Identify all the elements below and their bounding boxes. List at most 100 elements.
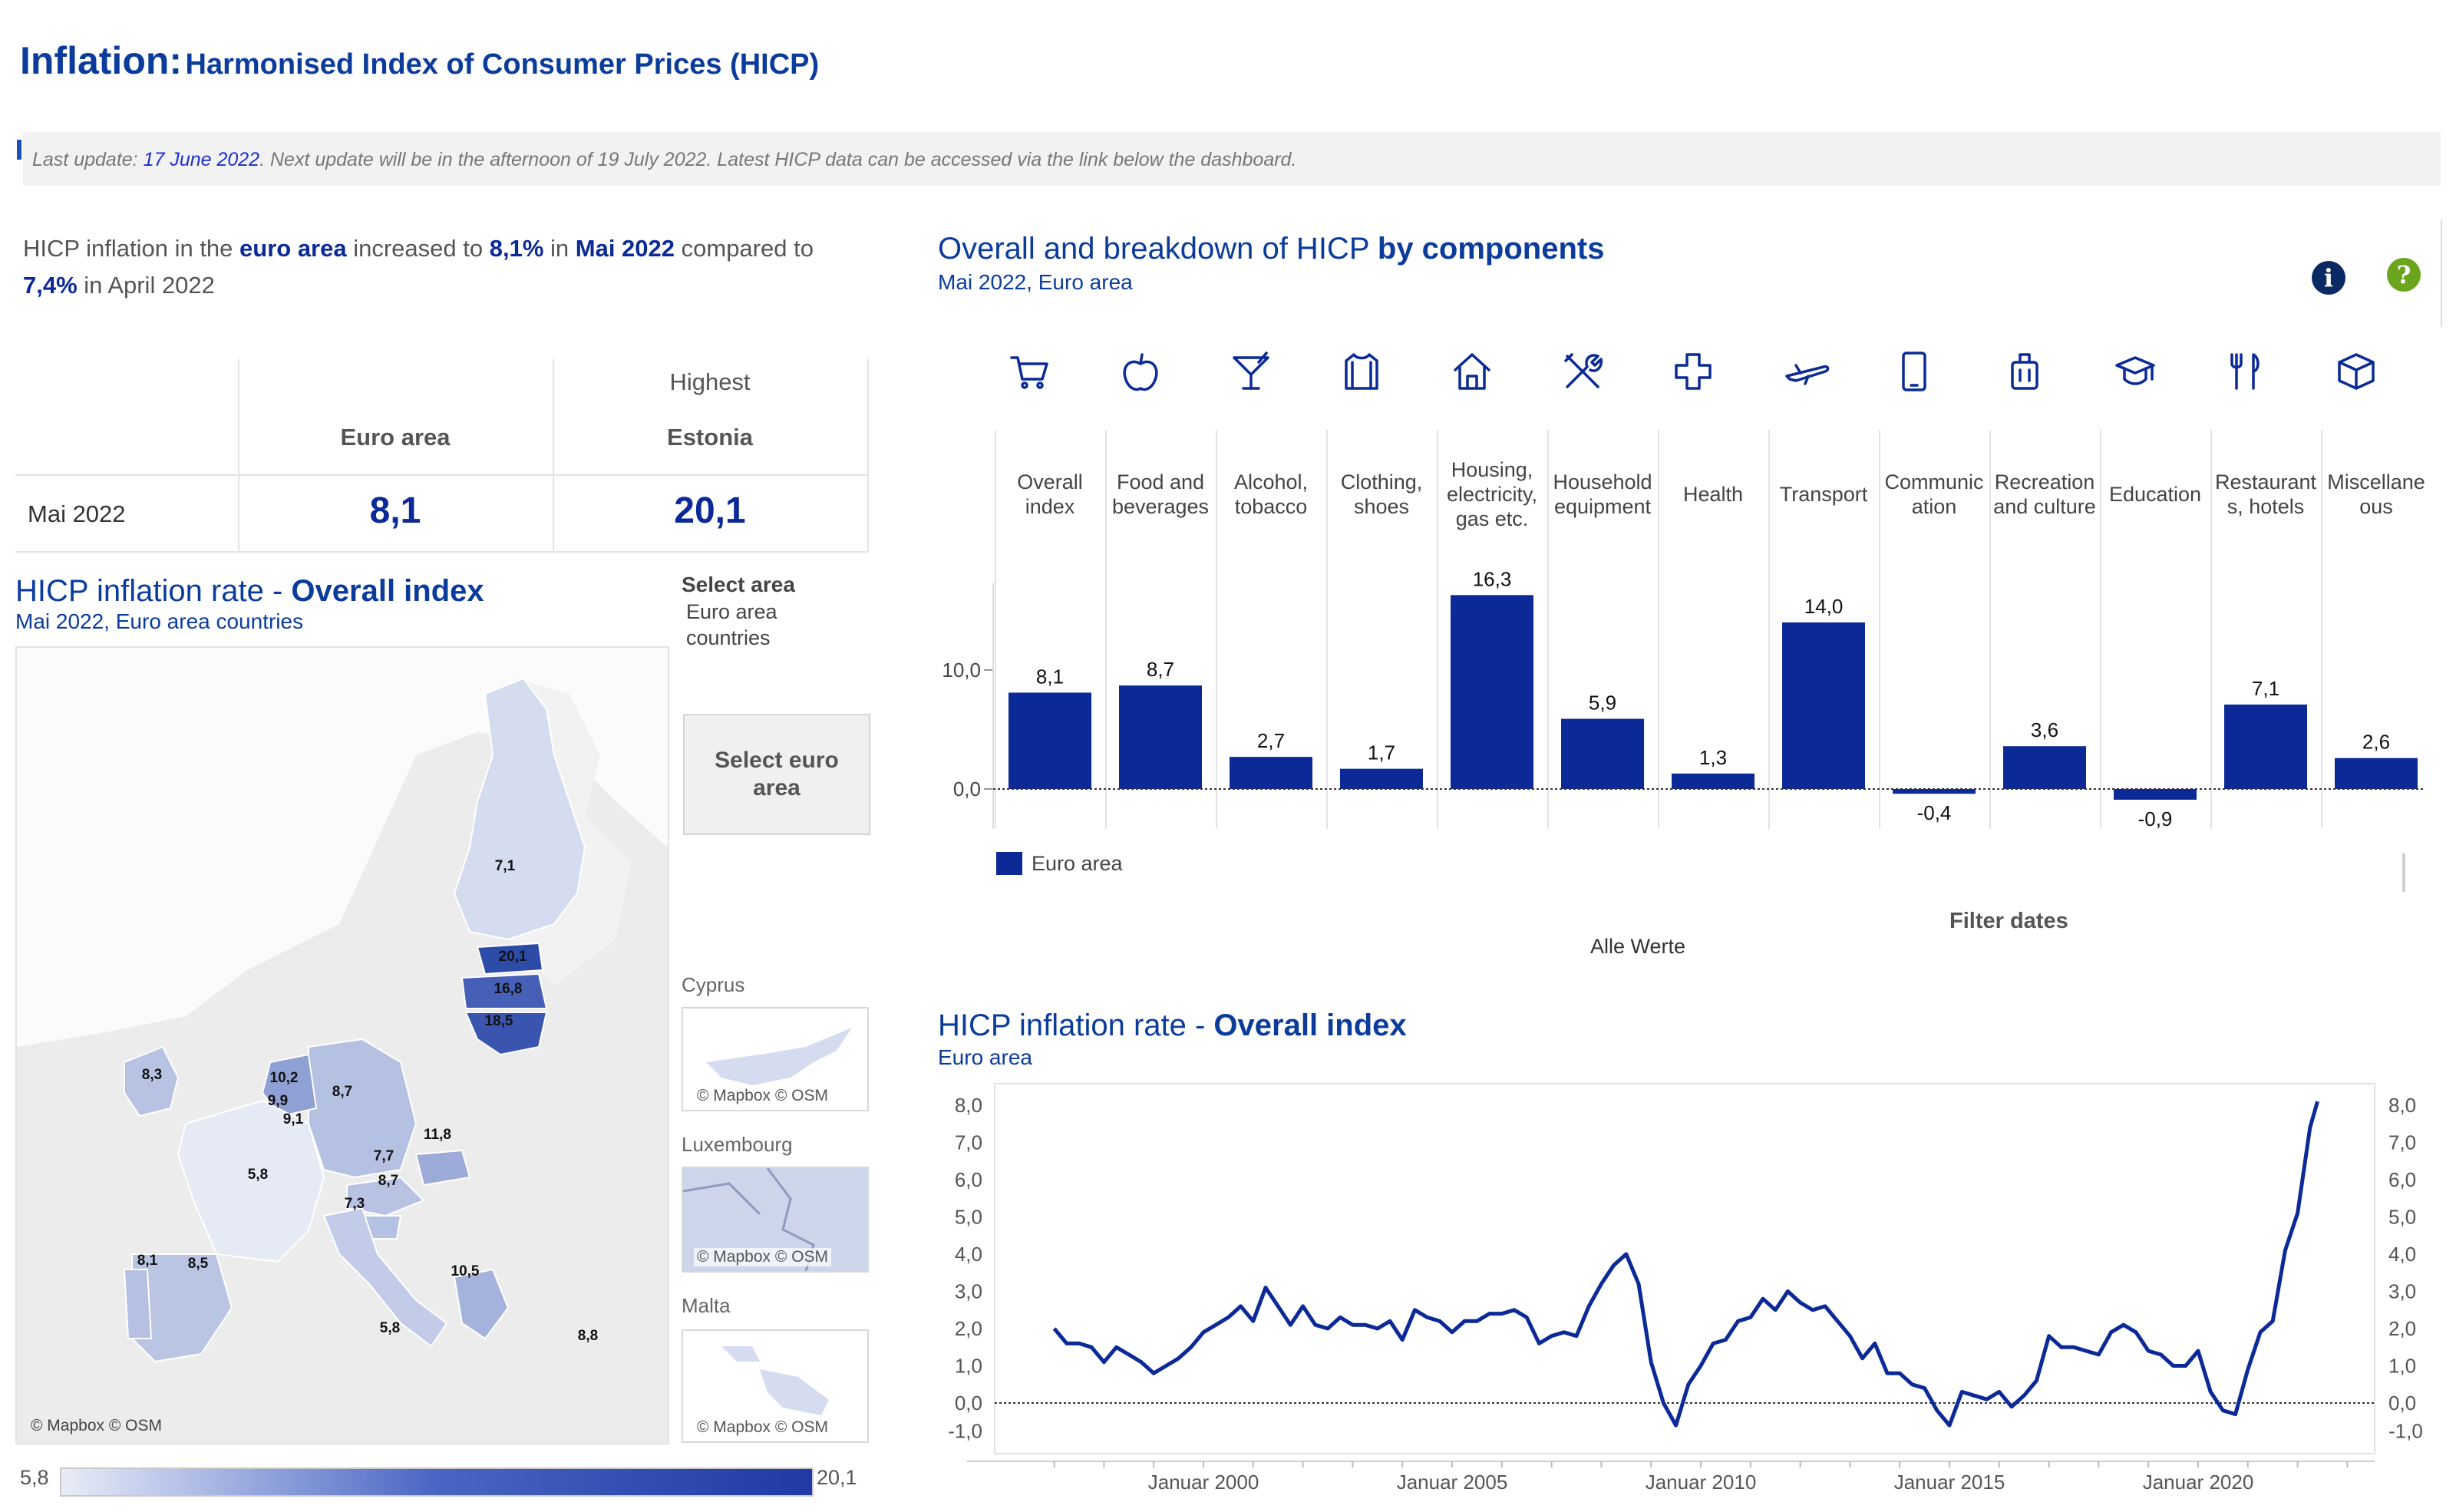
legend-min: 5,8 (20, 1466, 49, 1489)
map-label-estonia: 20,1 (499, 949, 527, 965)
country-benelux[interactable] (261, 1053, 318, 1117)
map-title-plain: HICP inflation rate - (15, 574, 292, 608)
category-label: Overall index (995, 470, 1104, 519)
map-label-malta: 5,8 (380, 1320, 400, 1336)
bar[interactable] (1561, 718, 1644, 789)
country-italy[interactable] (322, 1207, 448, 1348)
bar[interactable] (1672, 773, 1755, 789)
category-label-line: equipment (1553, 495, 1652, 518)
components-title: Overall and breakdown of HICP by compone… (938, 232, 1604, 266)
bar[interactable] (2114, 789, 2197, 800)
map-label-ireland: 8,3 (142, 1067, 162, 1083)
select-area-dropdown[interactable]: Euro area countries (686, 600, 777, 649)
malta-shape (721, 1346, 829, 1415)
map-title-bold: Overall index (291, 574, 484, 608)
category-label-line: Health (1682, 483, 1744, 506)
bar[interactable] (1451, 595, 1533, 789)
bar[interactable] (1340, 768, 1423, 789)
map-credit: © Mapbox © OSM (31, 1417, 162, 1434)
inset-map-malta[interactable]: © Mapbox © OSM (682, 1329, 869, 1443)
euro-area-map[interactable]: 7,1 20,1 16,8 18,5 8,3 10,2 9,9 9,1 8,7 … (15, 646, 669, 1444)
kpi-highest-label: Highest (669, 368, 751, 395)
line-y-tick-label-left: 3,0 (955, 1280, 982, 1303)
country-finland[interactable] (453, 677, 586, 941)
bar-y-tick-label: 0,0 (953, 777, 981, 801)
legend-max: 20,1 (817, 1466, 857, 1489)
bar[interactable] (2335, 758, 2418, 789)
help-icon[interactable]: ? (2387, 258, 2421, 292)
bar-value-label: 8,7 (1147, 658, 1174, 681)
country-slovakia[interactable] (414, 1149, 471, 1187)
bar[interactable] (2003, 746, 2086, 789)
legend-swatch-euro-area (996, 852, 1022, 875)
country-austria[interactable] (346, 1176, 425, 1217)
country-lithuania[interactable] (464, 1012, 548, 1056)
country-greece[interactable] (453, 1268, 510, 1340)
country-portugal[interactable] (123, 1269, 153, 1339)
title-subtitle: Harmonised Index of Consumer Prices (HIC… (185, 48, 820, 81)
select-euro-area-button[interactable]: Select euro area (683, 714, 870, 835)
inset-map-luxembourg[interactable]: © Mapbox © OSM (682, 1167, 869, 1273)
bar[interactable] (1230, 757, 1312, 789)
inset-label-malta: Malta (682, 1294, 731, 1317)
bar[interactable] (2224, 704, 2307, 789)
category-label-line: Restaurant (2214, 470, 2317, 494)
line-title-plain: HICP inflation rate - (938, 1009, 1214, 1042)
update-date: 17 June 2022 (143, 149, 260, 170)
category-label-line: Recreation (1994, 470, 2095, 494)
line-y-tick-label-left: 4,0 (955, 1243, 982, 1266)
inset-credit: © Mapbox © OSM (694, 1418, 831, 1437)
line-x-tick-label: Januar 2020 (2143, 1471, 2254, 1494)
inset-credit: © Mapbox © OSM (694, 1248, 831, 1266)
kpi-row-label: Mai 2022 (28, 500, 126, 527)
line-y-tick-label-right: 6,0 (2388, 1168, 2416, 1191)
line-y-tick-label-left: -1,0 (948, 1419, 982, 1442)
category-label-line: and culture (1993, 495, 2096, 518)
bar[interactable] (1893, 789, 1976, 794)
scroll-handle[interactable] (2402, 853, 2405, 892)
inset-map-cyprus[interactable]: © Mapbox © OSM (682, 1007, 869, 1111)
box-icon (2338, 353, 2375, 390)
line-y-tick-label-right: 3,0 (2388, 1280, 2416, 1303)
dashboard-title: Inflation: Harmonised Index of Consumer … (20, 38, 819, 83)
country-ireland[interactable] (124, 1045, 180, 1117)
luggage-icon (2011, 353, 2038, 390)
update-suffix: . Next update will be in the afternoon o… (259, 149, 1297, 170)
kpi-value-estonia: 20,1 (674, 490, 746, 531)
category-icons (1010, 352, 2375, 391)
line-x-tick-label: Januar 2005 (1397, 1471, 1508, 1494)
category-label-line: ous (2359, 495, 2393, 518)
category-label: Health (1659, 482, 1768, 507)
category-label-line: beverages (1111, 495, 1210, 518)
cross-icon (1675, 353, 1712, 390)
line-series-euro-area[interactable] (1052, 1101, 2319, 1428)
update-marker (17, 140, 21, 160)
filter-dates-label: Filter dates (1949, 909, 2068, 933)
category-label: Transport (1769, 482, 1878, 507)
category-label-line: Miscellane (2327, 470, 2425, 494)
bar[interactable] (1119, 685, 1202, 789)
country-france[interactable] (177, 1099, 325, 1263)
bar[interactable] (1008, 692, 1091, 789)
bar[interactable] (1782, 622, 1865, 789)
map-label-slovenia: 8,7 (378, 1173, 398, 1189)
country-latvia[interactable] (460, 972, 548, 1009)
kpi-col-estonia: Estonia (667, 424, 753, 451)
bar-value-label: 14,0 (1804, 595, 1844, 618)
cocktail-icon (1233, 352, 1269, 390)
apple-icon (1123, 353, 1158, 391)
graduation-cap-icon (2115, 356, 2155, 385)
bar-value-label: 7,1 (2252, 677, 2279, 700)
info-icon[interactable]: i (2312, 261, 2345, 295)
category-label: Food and beverages (1106, 470, 1215, 519)
cart-icon (1010, 356, 1048, 389)
components-title-bold: by components (1377, 232, 1605, 266)
country-estonia[interactable] (476, 942, 544, 976)
filter-dates-select[interactable]: Alle Werte (1590, 935, 1686, 958)
bar-value-label: 1,3 (1699, 746, 1727, 769)
components-title-plain: Overall and breakdown of HICP (938, 232, 1378, 266)
map-label-portugal: 8,1 (137, 1253, 158, 1269)
map-label-greece: 10,5 (451, 1263, 480, 1279)
summary-part: HICP inflation in the (23, 235, 240, 262)
bar-value-label: -0,4 (1917, 801, 1952, 824)
